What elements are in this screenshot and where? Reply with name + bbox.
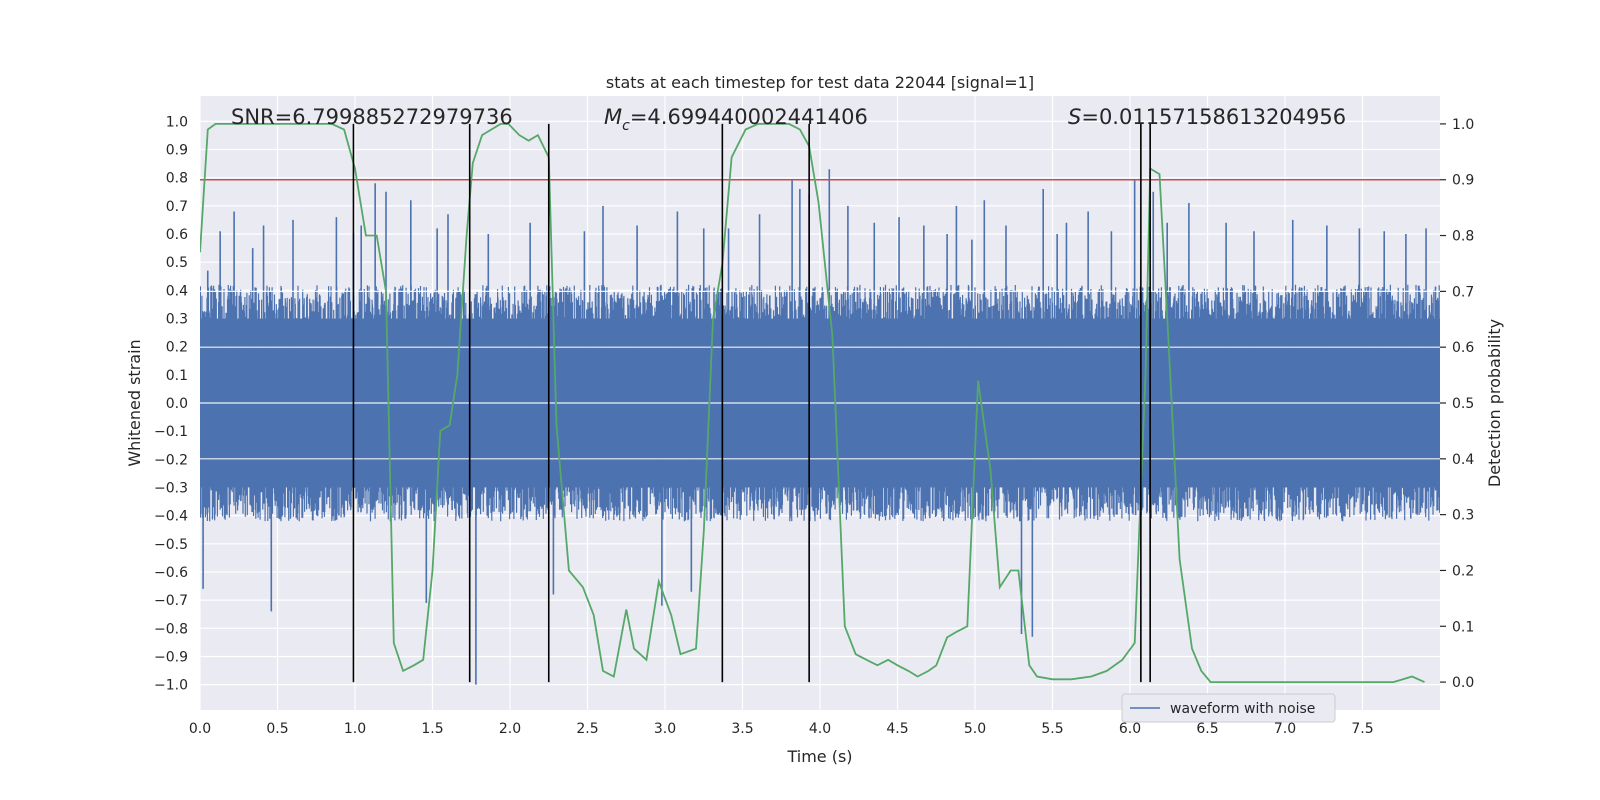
legend-label: waveform with noise <box>1170 701 1315 717</box>
x-tick-label: 0.5 <box>266 721 288 737</box>
y-right-tick-label: 0.4 <box>1452 452 1474 468</box>
y-left-tick-label: −0.2 <box>154 452 188 468</box>
y-left-tick-label: −0.1 <box>154 424 188 440</box>
y-left-axis-ticks: 1.0 0.9 0.8 0.7 0.6 0.5 0.4 0.3 0.2 0.1 0.0 −0.1 −0.… <box>154 114 188 693</box>
y-left-tick-label: −0.8 <box>154 621 188 637</box>
y-right-tick-label: 0.2 <box>1452 563 1474 579</box>
y-left-tick-label: 1.0 <box>166 114 188 130</box>
y-right-tick-label: 0.3 <box>1452 508 1474 524</box>
y-left-tick-label: 0.3 <box>166 312 188 328</box>
s-annotation: S=0.01157158613204956 <box>1068 105 1346 129</box>
chirp-mass-symbol: M <box>604 105 622 129</box>
x-tick-label: 3.0 <box>654 721 676 737</box>
y-left-tick-label: −0.5 <box>154 537 188 553</box>
x-axis-ticks: 0.0 0.5 1.0 1.5 2.0 2.5 3.0 3.5 4.0 4.5 5.0 5.5 6.0 6… <box>189 721 1374 737</box>
probability-series <box>200 123 1425 683</box>
s-value: =0.01157158613204956 <box>1081 105 1346 129</box>
y-left-axis-label: Whitened strain <box>125 339 144 466</box>
y-left-tick-label: −0.7 <box>154 593 188 609</box>
x-tick-label: 2.0 <box>499 721 521 737</box>
y-left-tick-label: −0.3 <box>154 480 188 496</box>
chirp-mass-annotation: Mc=4.699440002441406 <box>604 105 868 134</box>
y-right-axis-label: Detection probability <box>1485 319 1504 487</box>
x-tick-label: 7.0 <box>1274 721 1296 737</box>
x-tick-label: 1.5 <box>421 721 443 737</box>
x-tick-label: 5.0 <box>964 721 986 737</box>
x-tick-label: 5.5 <box>1041 721 1063 737</box>
y-left-tick-label: 0.4 <box>166 283 188 299</box>
y-right-axis-ticks: 1.0 0.9 0.8 0.7 0.6 0.5 0.4 0.3 0.2 0.1 0.0 <box>1440 117 1474 691</box>
vertical-markers <box>352 123 1151 683</box>
x-tick-label: 1.0 <box>344 721 366 737</box>
legend-box <box>1121 693 1336 723</box>
y-right-tick-label: 0.0 <box>1452 675 1474 691</box>
snr-annotation: SNR=6.799885272979736 <box>231 105 513 129</box>
x-tick-label: 6.0 <box>1119 721 1141 737</box>
x-axis-label: Time (s) <box>786 747 852 766</box>
y-right-tick-label: 1.0 <box>1452 117 1474 133</box>
y-right-tick-label: 0.9 <box>1452 173 1474 189</box>
y-left-tick-label: 0.9 <box>166 143 188 159</box>
y-left-tick-label: −1.0 <box>154 678 188 694</box>
y-left-tick-label: 0.6 <box>166 227 188 243</box>
chirp-mass-subscript: c <box>622 118 630 134</box>
x-tick-label: 6.5 <box>1196 721 1218 737</box>
y-right-tick-label: 0.7 <box>1452 284 1474 300</box>
y-right-tick-label: 0.1 <box>1452 619 1474 635</box>
y-left-tick-label: −0.6 <box>154 565 188 581</box>
x-tick-label: 7.5 <box>1351 721 1373 737</box>
y-left-tick-label: 0.5 <box>166 255 188 271</box>
y-left-tick-label: 0.2 <box>166 340 188 356</box>
chart-title: stats at each timestep for test data 220… <box>606 73 1034 92</box>
x-tick-label: 3.5 <box>731 721 753 737</box>
y-right-tick-label: 0.5 <box>1452 396 1474 412</box>
strain-series <box>200 169 1440 685</box>
x-tick-label: 4.0 <box>809 721 831 737</box>
y-right-tick-label: 0.8 <box>1452 229 1474 245</box>
s-symbol: S <box>1068 105 1081 129</box>
y-left-tick-label: −0.4 <box>154 509 188 525</box>
y-left-tick-label: 0.8 <box>166 171 188 187</box>
y-right-tick-label: 0.6 <box>1452 340 1474 356</box>
x-tick-label: 2.5 <box>576 721 598 737</box>
chirp-mass-value: =4.699440002441406 <box>630 105 868 129</box>
legend: waveform with noise <box>1121 693 1336 723</box>
y-left-tick-label: 0.0 <box>166 396 188 412</box>
x-tick-label: 4.5 <box>886 721 908 737</box>
y-left-tick-label: 0.7 <box>166 199 188 215</box>
y-left-tick-label: −0.9 <box>154 649 188 665</box>
probability-line <box>200 123 1425 683</box>
y-left-tick-label: 0.1 <box>166 368 188 384</box>
x-tick-label: 0.0 <box>189 721 211 737</box>
